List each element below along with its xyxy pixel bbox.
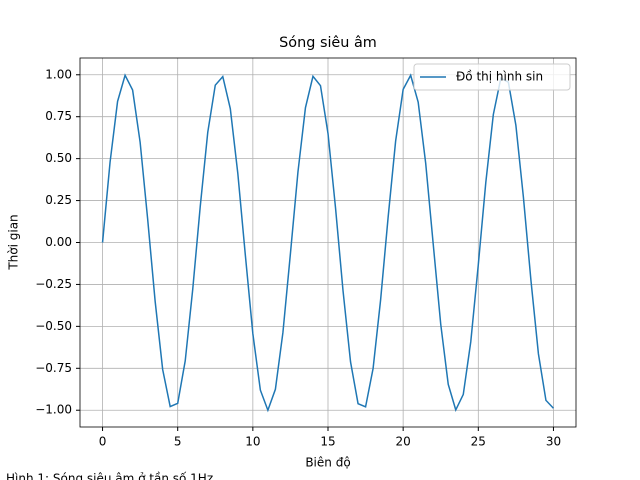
y-tick-label: −0.50 — [35, 319, 72, 333]
caption: Hình 1: Sóng siêu âm ở tần số 1Hz — [6, 472, 213, 480]
y-tick-label: 1.00 — [45, 67, 72, 81]
y-tick-label: 0.00 — [45, 235, 72, 249]
y-axis-label: Thời gian — [7, 214, 21, 270]
y-tick-label: 0.50 — [45, 151, 72, 165]
x-tick-label: 15 — [320, 435, 335, 449]
plot-frame — [79, 57, 577, 428]
y-tick-label: −0.25 — [35, 277, 72, 291]
x-tick-label: 0 — [99, 435, 107, 449]
line-series — [101, 73, 554, 413]
legend-label: Đồ thị hình sin — [456, 70, 543, 84]
y-tick-label: −1.00 — [35, 403, 72, 417]
y-tick-label: 0.25 — [45, 193, 72, 207]
x-tick-label: 5 — [174, 435, 182, 449]
chart-title: Sóng siêu âm — [279, 35, 377, 51]
x-tick-label: 25 — [471, 435, 486, 449]
x-axis-label: Biên độ — [305, 456, 350, 470]
x-tick-label: 20 — [396, 435, 411, 449]
x-tick-label: 10 — [245, 435, 260, 449]
x-tick-label: 30 — [546, 435, 561, 449]
legend-box — [413, 63, 571, 91]
y-tick-label: 0.75 — [45, 109, 72, 123]
y-tick-label: −0.75 — [35, 361, 72, 375]
